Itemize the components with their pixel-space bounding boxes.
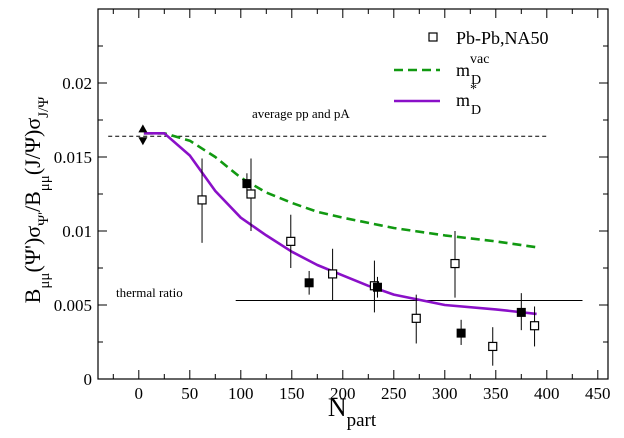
legend-vac-base: m [456, 60, 470, 80]
legend-label-pbpb: Pb-Pb,NA50 [456, 28, 549, 48]
data-point-open [197, 195, 207, 205]
data-point-triangle [138, 124, 148, 133]
data-points [138, 124, 540, 366]
x-axis-ticks: 0 50 100 150 200 250 300 350 400 450 [112, 9, 611, 403]
model-curves [143, 132, 537, 316]
y-axis-title: Bμμ(Ψ')σΨ'/Bμμ(J/Ψ)σJ/Ψ [20, 96, 53, 304]
data-point-filled [242, 179, 252, 189]
x-tick-label: 350 [483, 384, 509, 403]
data-point-open [286, 236, 296, 246]
y-tick-label: 0.01 [62, 222, 92, 241]
annotation-average-pp-pa: average pp and pA [252, 106, 350, 121]
legend-vac-sub: D [471, 73, 481, 88]
x-tick-label: 400 [534, 384, 560, 403]
legend-star-sup: * [470, 82, 477, 97]
data-point-open [529, 321, 540, 331]
data-point-open [411, 313, 421, 323]
legend-vac-sup: vac [470, 52, 489, 67]
curve-mD-star [143, 132, 537, 316]
y-axis-title-part-6: (J/Ψ)σ [20, 118, 45, 176]
legend-label-star: m* D [456, 82, 481, 118]
data-point-filled [304, 278, 314, 288]
x-axis-title-base: N [328, 393, 347, 422]
legend-star-sub: D [471, 103, 481, 118]
x-tick-label: 150 [279, 384, 305, 403]
curve-mD-vac [143, 132, 537, 249]
y-axis-title-part-5: μμ [37, 175, 53, 191]
y-axis-title-part-4: /B [20, 191, 45, 212]
data-point-open [328, 269, 338, 279]
x-tick-label: 200 [330, 384, 356, 403]
y-tick-label: 0.015 [54, 148, 92, 167]
data-point-filled [372, 282, 382, 292]
y-axis-ticks: 0 0.005 0.01 0.015 0.02 [54, 45, 608, 389]
data-point-triangle [138, 137, 148, 146]
y-axis-title-part-1: μμ [37, 273, 53, 289]
y-axis-title-part-3: Ψ' [36, 212, 52, 226]
y-axis-title-part-7: J/Ψ [36, 96, 52, 118]
x-axis-title-sub: part [347, 410, 377, 431]
legend-label-vac: mvac D [456, 52, 489, 88]
data-point-filled [516, 307, 526, 317]
data-point-open [246, 189, 256, 199]
x-tick-label: 100 [228, 384, 254, 403]
y-axis-title-part-0: B [20, 289, 45, 304]
legend-marker-open-square [428, 32, 438, 42]
data-point-filled [456, 328, 466, 338]
y-tick-label: 0.02 [62, 74, 92, 93]
x-tick-label: 0 [135, 384, 144, 403]
y-tick-label: 0.005 [54, 296, 92, 315]
x-tick-label: 50 [181, 384, 198, 403]
y-axis-title-part-2: (Ψ')σ [20, 226, 45, 273]
reference-lines [108, 135, 583, 302]
annotation-thermal-ratio: thermal ratio [116, 285, 183, 300]
data-point-open [488, 341, 498, 352]
x-axis-title: Npart [328, 393, 377, 431]
legend-star-base: m [456, 90, 470, 110]
legend: Pb-Pb,NA50 mvac D m* D [394, 28, 549, 118]
x-tick-label: 250 [381, 384, 407, 403]
x-tick-label: 450 [585, 384, 611, 403]
data-point-open [450, 258, 460, 269]
y-tick-label: 0 [84, 370, 93, 389]
x-tick-label: 300 [432, 384, 458, 403]
